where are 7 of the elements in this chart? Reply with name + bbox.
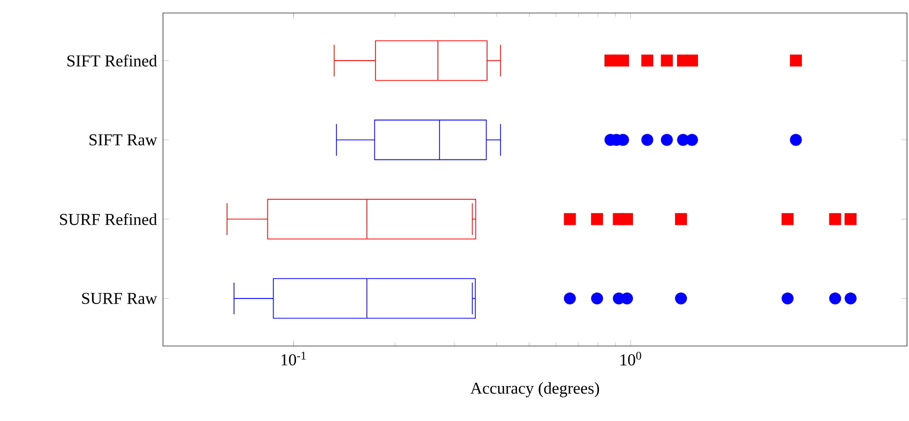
- x-tick-label: 10$^{-1}$: [282, 352, 306, 366]
- x-tick-label: 10$^{0}$: [620, 352, 642, 366]
- y-tick-label: SURF Refined: [60, 213, 157, 226]
- y-tick-label: SIFT Raw: [90, 134, 158, 146]
- x-axis-title: Accuracy (degrees): [470, 382, 600, 398]
- y-tick-label: SURF Raw: [82, 292, 158, 304]
- y-tick-label: SIFT Refined: [67, 54, 157, 67]
